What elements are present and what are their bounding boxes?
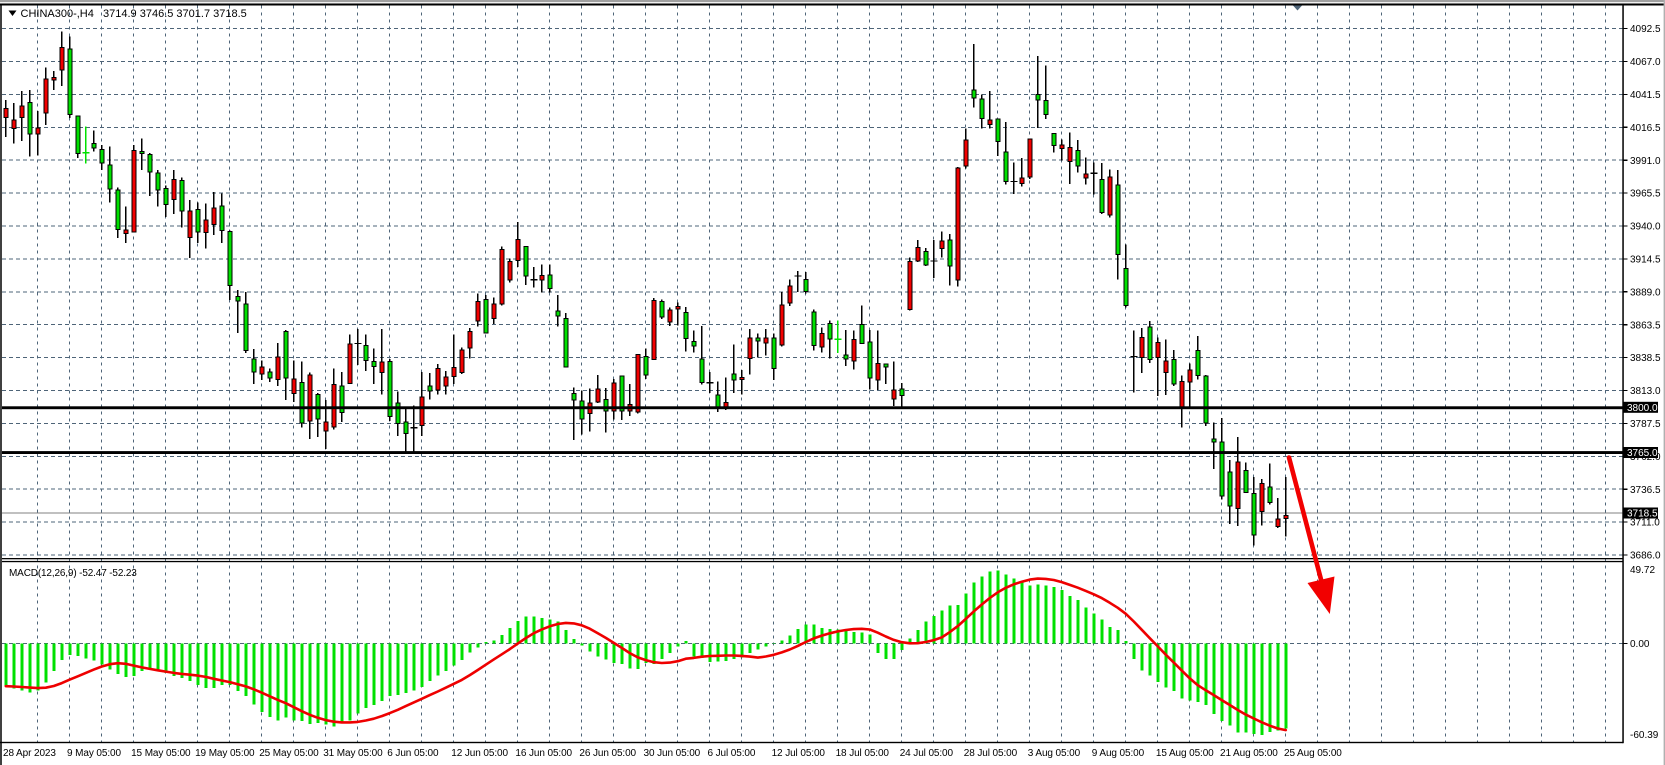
svg-text:21 Aug 05:00: 21 Aug 05:00 bbox=[1220, 748, 1278, 759]
svg-text:3940.0: 3940.0 bbox=[1630, 222, 1661, 233]
svg-text:3711.0: 3711.0 bbox=[1630, 518, 1660, 529]
svg-text:4067.0: 4067.0 bbox=[1630, 57, 1661, 68]
svg-text:9 Aug 05:00: 9 Aug 05:00 bbox=[1092, 748, 1145, 759]
svg-text:3991.0: 3991.0 bbox=[1630, 156, 1661, 167]
svg-text:3889.0: 3889.0 bbox=[1630, 287, 1661, 298]
svg-text:6 Jul 05:00: 6 Jul 05:00 bbox=[708, 748, 756, 759]
svg-text:12 Jul 05:00: 12 Jul 05:00 bbox=[772, 748, 826, 759]
svg-text:19 May 05:00: 19 May 05:00 bbox=[195, 748, 255, 759]
svg-text:3965.5: 3965.5 bbox=[1630, 189, 1661, 200]
svg-text:-60.39: -60.39 bbox=[1630, 730, 1659, 741]
svg-text:6 Jun 05:00: 6 Jun 05:00 bbox=[387, 748, 439, 759]
svg-text:15 May 05:00: 15 May 05:00 bbox=[131, 748, 191, 759]
svg-text:12 Jun 05:00: 12 Jun 05:00 bbox=[451, 748, 508, 759]
svg-text:3863.5: 3863.5 bbox=[1630, 320, 1661, 331]
svg-text:16 Jun 05:00: 16 Jun 05:00 bbox=[515, 748, 572, 759]
svg-text:31 May 05:00: 31 May 05:00 bbox=[323, 748, 383, 759]
svg-text:3787.5: 3787.5 bbox=[1630, 419, 1661, 430]
svg-text:26 Jun 05:00: 26 Jun 05:00 bbox=[579, 748, 636, 759]
svg-text:30 Jun 05:00: 30 Jun 05:00 bbox=[644, 748, 701, 759]
svg-text:0.00: 0.00 bbox=[1630, 639, 1650, 650]
svg-text:28 Apr 2023: 28 Apr 2023 bbox=[3, 748, 56, 759]
svg-text:3 Aug 05:00: 3 Aug 05:00 bbox=[1028, 748, 1081, 759]
svg-text:3686.0: 3686.0 bbox=[1630, 551, 1661, 562]
svg-text:25 Aug 05:00: 25 Aug 05:00 bbox=[1284, 748, 1342, 759]
svg-text:3718.5: 3718.5 bbox=[1627, 509, 1658, 520]
svg-text:25 May 05:00: 25 May 05:00 bbox=[259, 748, 319, 759]
svg-text:3813.0: 3813.0 bbox=[1630, 386, 1661, 397]
svg-text:49.72: 49.72 bbox=[1630, 565, 1655, 576]
svg-text:MACD(12,26,9) -52.47 -52.23: MACD(12,26,9) -52.47 -52.23 bbox=[9, 568, 137, 579]
svg-text:3800.0: 3800.0 bbox=[1627, 403, 1658, 414]
svg-text:24 Jul 05:00: 24 Jul 05:00 bbox=[900, 748, 954, 759]
svg-text:4041.5: 4041.5 bbox=[1630, 90, 1661, 101]
svg-text:15 Aug 05:00: 15 Aug 05:00 bbox=[1156, 748, 1214, 759]
svg-text:4016.5: 4016.5 bbox=[1630, 123, 1661, 134]
svg-text:4092.5: 4092.5 bbox=[1630, 24, 1661, 35]
svg-text:CHINA300-,H4 3714.9 3746.5 3: CHINA300-,H4 3714.9 3746.5 3701.7 3718.5 bbox=[21, 8, 247, 20]
svg-text:3914.5: 3914.5 bbox=[1630, 255, 1661, 266]
svg-text:28 Jul 05:00: 28 Jul 05:00 bbox=[964, 748, 1018, 759]
svg-text:18 Jul 05:00: 18 Jul 05:00 bbox=[836, 748, 890, 759]
svg-text:9 May 05:00: 9 May 05:00 bbox=[67, 748, 121, 759]
svg-text:3736.5: 3736.5 bbox=[1630, 485, 1661, 496]
svg-text:3765.0: 3765.0 bbox=[1627, 448, 1658, 459]
svg-text:3838.5: 3838.5 bbox=[1630, 353, 1661, 364]
